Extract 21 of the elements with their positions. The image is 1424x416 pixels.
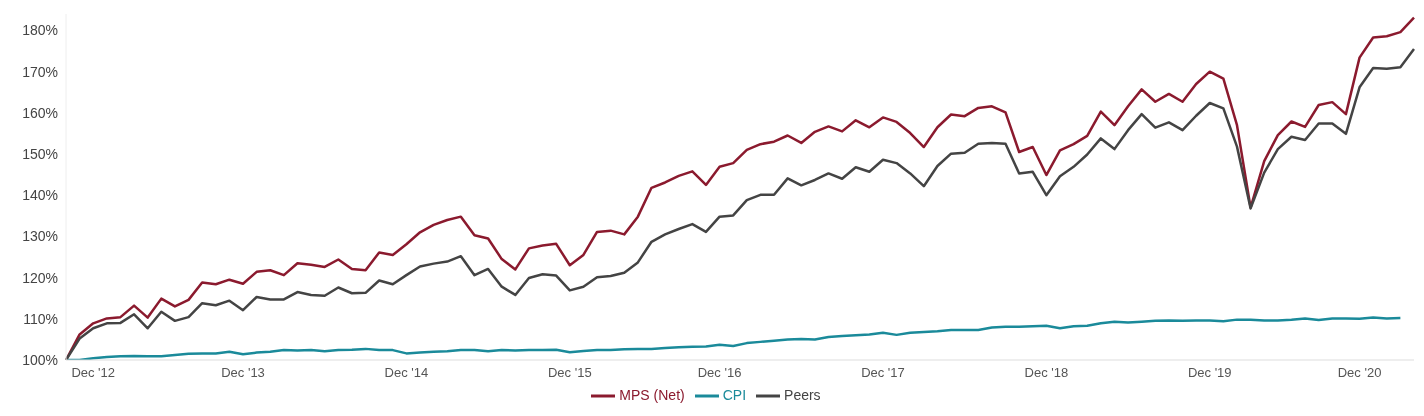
y-tick-label: 160% xyxy=(22,104,58,121)
legend-label: MPS (Net) xyxy=(619,386,685,403)
x-tick-label: Dec '19 xyxy=(1187,365,1232,381)
x-tick-label: Dec '14 xyxy=(384,365,429,381)
x-tick-label: Dec '18 xyxy=(1024,365,1069,381)
y-tick-label: 110% xyxy=(23,310,58,327)
x-tick-label: Dec '20 xyxy=(1337,365,1382,381)
x-tick-label: Dec '16 xyxy=(697,365,742,381)
y-tick-label: 100% xyxy=(22,351,58,368)
legend-label: Peers xyxy=(784,386,821,403)
legend-label: CPI xyxy=(722,386,747,403)
x-tick-label: Dec '15 xyxy=(547,365,592,381)
y-tick-label: 120% xyxy=(22,269,58,286)
y-tick-label: 140% xyxy=(22,187,58,204)
y-tick-label: 170% xyxy=(22,63,58,80)
x-tick-label: Dec '13 xyxy=(221,365,265,381)
x-tick-label: Dec '17 xyxy=(861,365,905,381)
x-tick-label: Dec '12 xyxy=(71,365,116,381)
y-tick-label: 130% xyxy=(22,228,58,245)
y-tick-label: 180% xyxy=(22,22,58,39)
y-tick-label: 150% xyxy=(22,146,58,163)
